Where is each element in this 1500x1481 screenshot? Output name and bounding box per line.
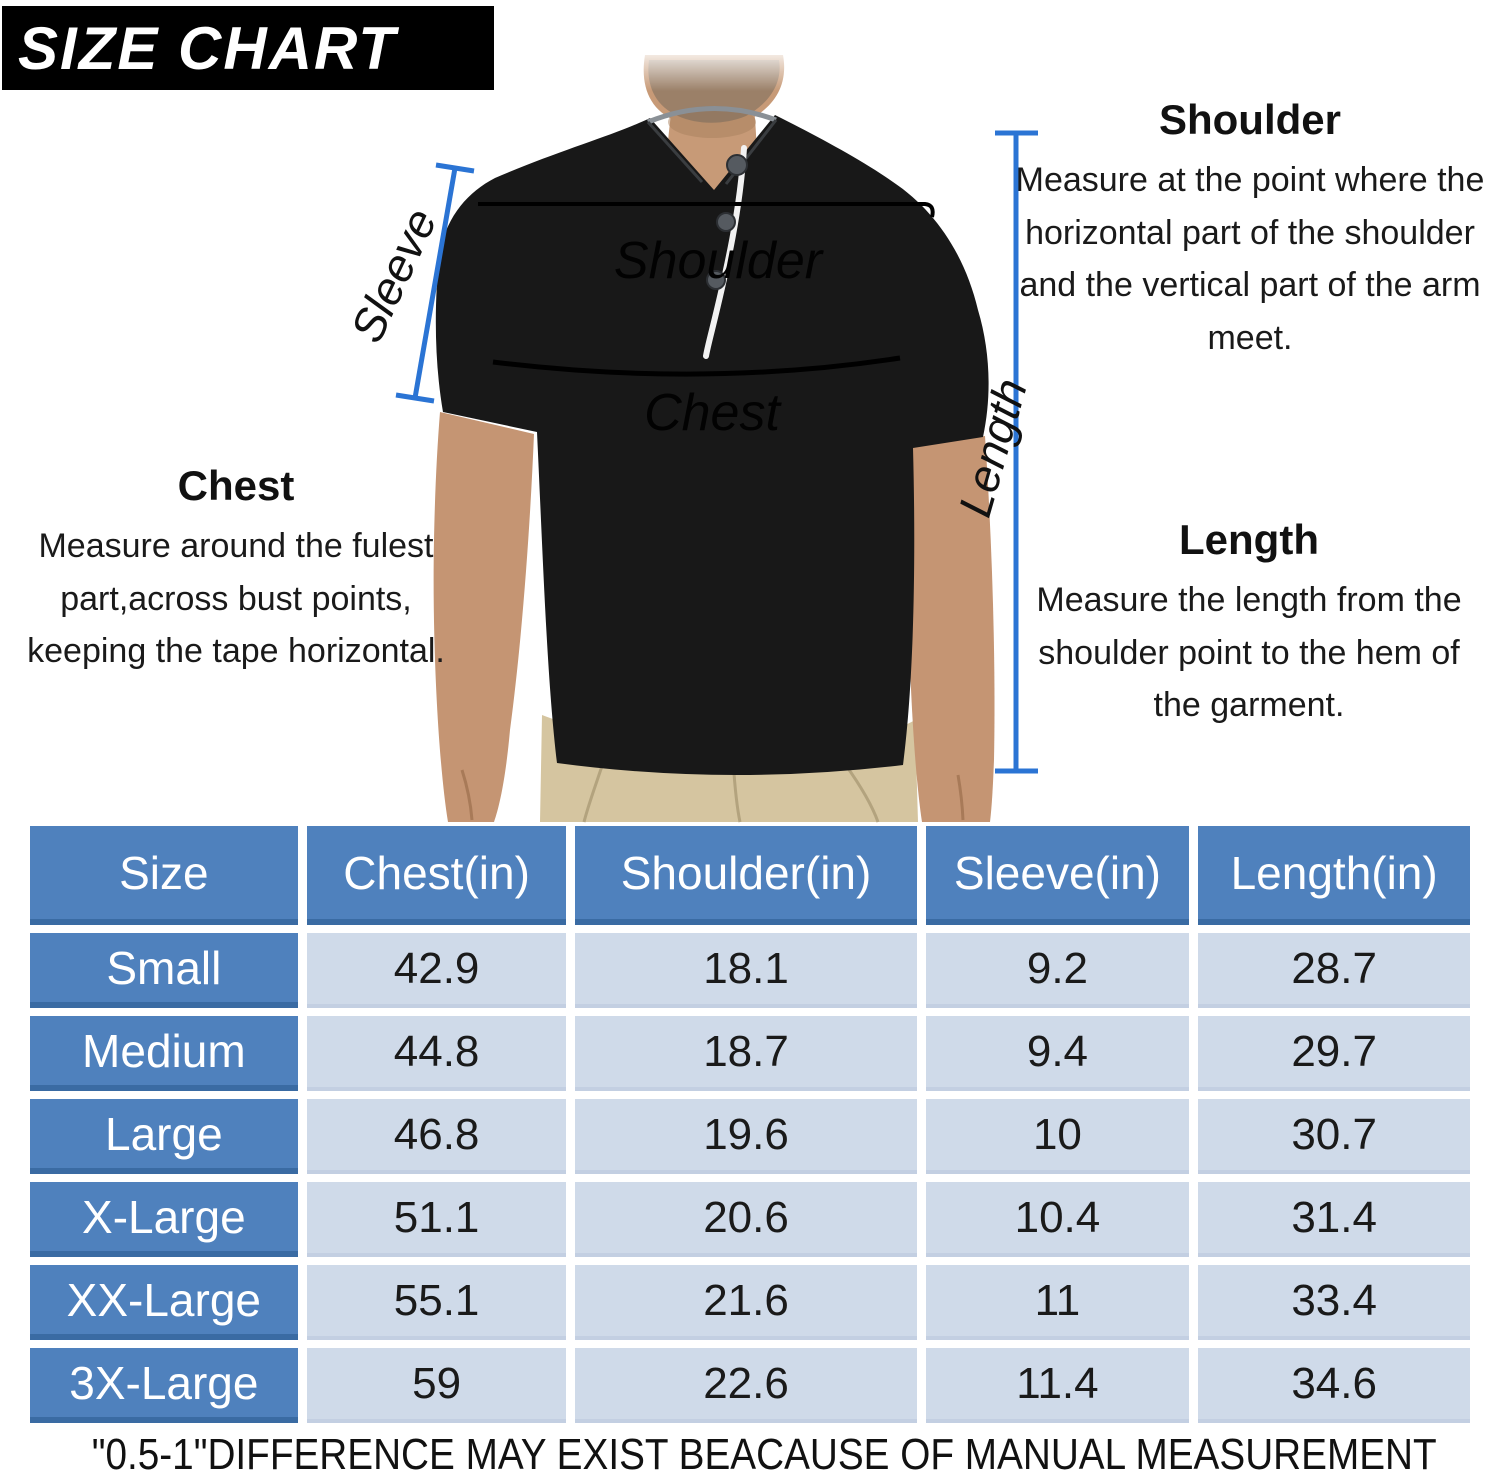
- sleeve-measure-line: [395, 162, 475, 404]
- size-chart-title-box: SIZE CHART: [2, 6, 494, 90]
- table-cell: 21.6: [575, 1265, 917, 1340]
- length-annotation-body: Measure the length from the shoulder poi…: [1036, 581, 1462, 725]
- table-cell: 20.6: [575, 1182, 917, 1257]
- size-cell: Medium: [30, 1016, 298, 1091]
- chest-measure-line: [492, 355, 901, 377]
- collar-inner-edge: [647, 106, 777, 125]
- table-cell: 59: [306, 1348, 567, 1423]
- measurement-disclaimer-text: "0.5-1"DIFFERENCE MAY EXIST BEACAUSE OF …: [91, 1430, 1437, 1479]
- size-cell: X-Large: [30, 1182, 298, 1257]
- size-cell: XX-Large: [30, 1265, 298, 1340]
- table-cell: 11: [925, 1265, 1190, 1340]
- chest-annotation-body: Measure around the fulest part,across bu…: [27, 527, 445, 671]
- table-cell: 9.4: [925, 1016, 1190, 1091]
- shirt-label-shoulder: Shoulder: [614, 232, 825, 290]
- size-cell: Large: [30, 1099, 298, 1174]
- length-annotation: Length Measure the length from the shoul…: [1010, 516, 1488, 732]
- table-cell: 30.7: [1198, 1099, 1470, 1174]
- shoulder-annotation-title: Shoulder: [1158, 96, 1341, 143]
- button: [716, 212, 736, 232]
- button: [726, 154, 748, 176]
- measurement-disclaimer: "0.5-1"DIFFERENCE MAY EXIST BEACAUSE OF …: [0, 1430, 1500, 1480]
- page-title: SIZE CHART: [18, 14, 397, 82]
- table-cell: 33.4: [1198, 1265, 1470, 1340]
- table-cell: 10: [925, 1099, 1190, 1174]
- table-cell: 51.1: [306, 1182, 567, 1257]
- shirt-label-chest: Chest: [644, 384, 782, 442]
- table-cell: 28.7: [1198, 933, 1470, 1008]
- table-cell: 34.6: [1198, 1348, 1470, 1423]
- model-measurement-diagram: Shoulder Chest Sleeve Length: [340, 45, 1038, 823]
- table-cell: 22.6: [575, 1348, 917, 1423]
- table-cell: 10.4: [925, 1182, 1190, 1257]
- table-cell: 29.7: [1198, 1016, 1470, 1091]
- column-header-size: Size: [30, 826, 298, 925]
- chest-annotation-title: Chest: [177, 462, 295, 509]
- table-cell: 46.8: [306, 1099, 567, 1174]
- table-cell: 55.1: [306, 1265, 567, 1340]
- model-arms: [433, 412, 995, 822]
- table-cell: 11.4: [925, 1348, 1190, 1423]
- length-measure-line: [995, 130, 1038, 774]
- table-cell: 31.4: [1198, 1182, 1470, 1257]
- column-header-sleeve: Sleeve(in): [925, 826, 1190, 925]
- chest-annotation: Chest Measure around the fulest part,acr…: [0, 462, 472, 678]
- shoulder-measure-line: [478, 202, 935, 218]
- size-cell: Small: [30, 933, 298, 1008]
- button: [706, 270, 726, 290]
- shoulder-annotation-body: Measure at the point where the horizonta…: [1015, 161, 1485, 358]
- size-cell: 3X-Large: [30, 1348, 298, 1423]
- column-header-length: Length(in): [1198, 826, 1470, 925]
- table-cell: 44.8: [306, 1016, 567, 1091]
- size-table: Size Chest(in) Shoulder(in) Sleeve(in) L…: [30, 826, 1470, 1423]
- model-polo-shirt: [435, 106, 989, 776]
- shoulder-annotation: Shoulder Measure at the point where the …: [1008, 96, 1492, 365]
- table-cell: 18.1: [575, 933, 917, 1008]
- column-header-shoulder: Shoulder(in): [575, 826, 917, 925]
- column-header-chest: Chest(in): [306, 826, 567, 925]
- shirt-label-sleeve: Sleeve: [340, 201, 447, 350]
- table-cell: 42.9: [306, 933, 567, 1008]
- table-cell: 9.2: [925, 933, 1190, 1008]
- table-cell: 19.6: [575, 1099, 917, 1174]
- length-annotation-title: Length: [1179, 516, 1319, 563]
- table-cell: 18.7: [575, 1016, 917, 1091]
- placket-stripe: [703, 145, 747, 359]
